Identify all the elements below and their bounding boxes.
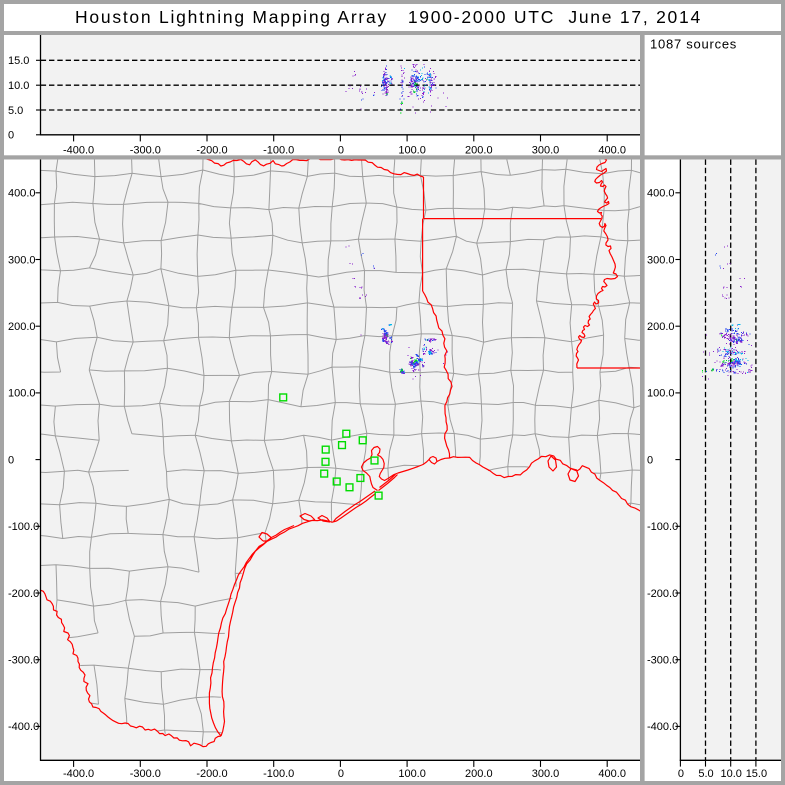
svg-text:-300.0: -300.0 xyxy=(130,768,161,780)
svg-text:-300.0: -300.0 xyxy=(8,655,39,667)
svg-text:10.0: 10.0 xyxy=(8,80,29,92)
svg-text:15.0: 15.0 xyxy=(746,768,767,780)
svg-text:-400.0: -400.0 xyxy=(647,721,678,733)
svg-text:Houston Lightning Mapping Arra: Houston Lightning Mapping Array 1900-200… xyxy=(75,7,702,27)
svg-text:0: 0 xyxy=(8,454,14,466)
svg-text:-400.0: -400.0 xyxy=(63,768,94,780)
svg-text:-400.0: -400.0 xyxy=(8,721,39,733)
svg-text:-300.0: -300.0 xyxy=(130,144,161,156)
svg-text:300.0: 300.0 xyxy=(647,254,675,266)
svg-text:1087 sources: 1087 sources xyxy=(650,37,737,52)
svg-text:200.0: 200.0 xyxy=(465,144,493,156)
svg-text:5.0: 5.0 xyxy=(8,105,23,117)
svg-text:300.0: 300.0 xyxy=(8,254,36,266)
svg-text:100.0: 100.0 xyxy=(398,768,426,780)
svg-text:-200.0: -200.0 xyxy=(8,588,39,600)
svg-text:400.0: 400.0 xyxy=(647,188,675,200)
svg-text:300.0: 300.0 xyxy=(532,144,560,156)
svg-text:200.0: 200.0 xyxy=(465,768,493,780)
svg-text:10.0: 10.0 xyxy=(720,768,741,780)
svg-text:-400.0: -400.0 xyxy=(63,144,94,156)
svg-text:200.0: 200.0 xyxy=(8,321,36,333)
svg-text:400.0: 400.0 xyxy=(598,768,626,780)
svg-text:0: 0 xyxy=(338,144,344,156)
svg-text:100.0: 100.0 xyxy=(8,388,36,400)
svg-text:15.0: 15.0 xyxy=(8,55,29,67)
svg-text:-100.0: -100.0 xyxy=(263,768,294,780)
svg-text:100.0: 100.0 xyxy=(398,144,426,156)
svg-text:400.0: 400.0 xyxy=(8,188,36,200)
svg-text:-300.0: -300.0 xyxy=(647,655,678,667)
svg-text:-100.0: -100.0 xyxy=(263,144,294,156)
svg-text:5.0: 5.0 xyxy=(698,768,713,780)
svg-text:100.0: 100.0 xyxy=(647,388,675,400)
svg-text:0: 0 xyxy=(8,130,14,142)
svg-text:-200.0: -200.0 xyxy=(196,144,227,156)
svg-text:0: 0 xyxy=(647,454,653,466)
svg-text:-200.0: -200.0 xyxy=(196,768,227,780)
svg-text:-100.0: -100.0 xyxy=(647,521,678,533)
svg-text:400.0: 400.0 xyxy=(598,144,626,156)
svg-text:0: 0 xyxy=(338,768,344,780)
svg-text:-200.0: -200.0 xyxy=(647,588,678,600)
svg-text:0: 0 xyxy=(678,768,684,780)
svg-text:-100.0: -100.0 xyxy=(8,521,39,533)
svg-text:200.0: 200.0 xyxy=(647,321,675,333)
svg-text:300.0: 300.0 xyxy=(532,768,560,780)
